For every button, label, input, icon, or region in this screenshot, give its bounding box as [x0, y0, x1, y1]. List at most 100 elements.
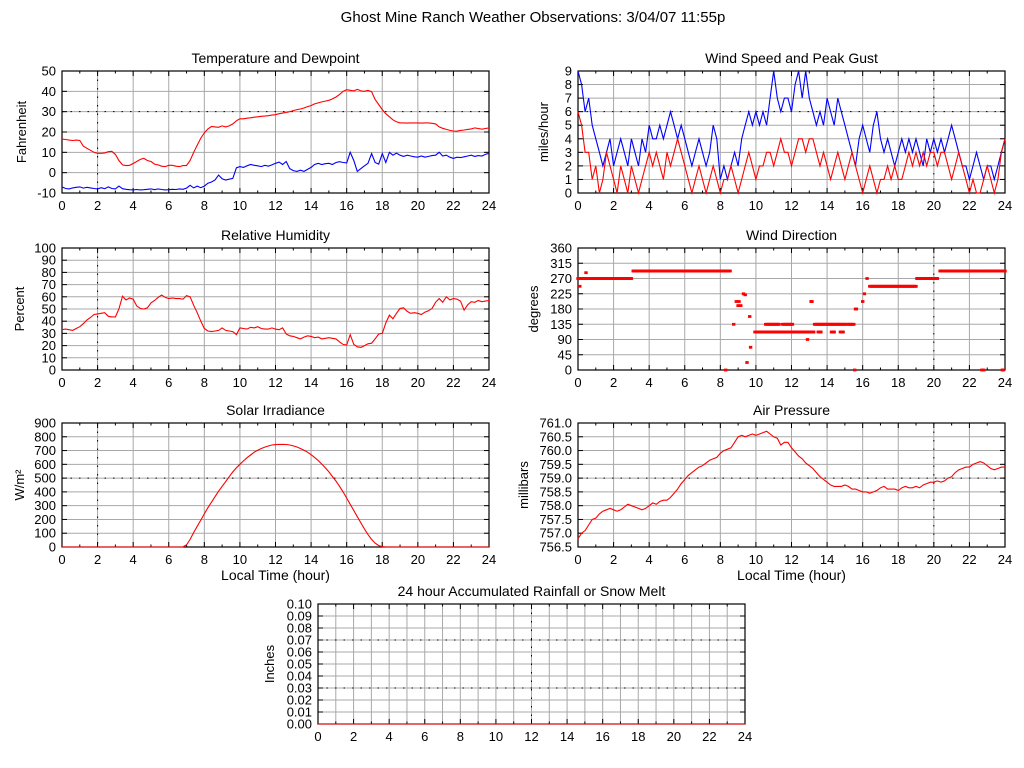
scatter-point — [865, 277, 869, 280]
x-tick-label: 4 — [646, 375, 653, 390]
x-tick-label: 24 — [998, 198, 1012, 213]
x-tick-label: 2 — [94, 198, 101, 213]
x-axis-label: Local Time (hour) — [221, 567, 330, 583]
x-tick-label: 4 — [130, 552, 137, 567]
x-tick-label: 12 — [268, 552, 282, 567]
x-tick-label: 18 — [375, 375, 389, 390]
y-tick-label: 0.06 — [287, 645, 312, 660]
x-tick-label: 12 — [524, 729, 538, 744]
scatter-point — [861, 300, 865, 303]
y-tick-label: 900 — [34, 416, 56, 431]
y-axis-label: degrees — [526, 285, 541, 332]
x-tick-label: 24 — [738, 729, 752, 744]
y-tick-label: 3 — [565, 145, 572, 160]
y-tick-label: 300 — [34, 498, 56, 513]
y-tick-label: 7 — [565, 91, 572, 106]
y-tick-label: 1 — [565, 172, 572, 187]
y-tick-label: 759.0 — [539, 471, 572, 486]
scatter-point — [1001, 368, 1005, 372]
x-tick-label: 4 — [646, 552, 653, 567]
scatter-point — [728, 269, 732, 273]
x-tick-label: 8 — [201, 375, 208, 390]
x-tick-label: 18 — [891, 552, 905, 567]
y-tick-label: 50 — [42, 302, 56, 317]
scatter-point — [736, 304, 740, 307]
x-tick-label: 24 — [998, 552, 1012, 567]
x-tick-label: 14 — [304, 375, 318, 390]
x-tick-label: 8 — [717, 552, 724, 567]
x-tick-label: 22 — [446, 198, 460, 213]
x-tick-label: 20 — [411, 552, 425, 567]
y-tick-label: 10 — [42, 145, 56, 160]
x-tick-label: 18 — [631, 729, 645, 744]
x-tick-label: 6 — [165, 375, 172, 390]
y-tick-label: 90 — [558, 332, 572, 347]
scatter-point — [862, 292, 867, 296]
chart-temperature-dewpoint: 0 2 4 6 8 10 12 14 16 18 20 22 24-1001020304050Tempe… — [14, 50, 496, 213]
scatter-point — [812, 330, 816, 334]
y-axis-label: W/m² — [12, 469, 27, 501]
y-tick-label: 40 — [42, 314, 56, 329]
y-tick-label: 757.0 — [539, 526, 572, 541]
x-tick-label: 14 — [820, 552, 834, 567]
x-tick-label: 12 — [784, 552, 798, 567]
y-tick-label: 90 — [42, 253, 56, 268]
y-tick-label: 30 — [42, 104, 56, 119]
y-tick-label: 50 — [42, 64, 56, 79]
scatter-point — [790, 322, 795, 326]
x-tick-label: 14 — [560, 729, 574, 744]
y-tick-label: 400 — [34, 484, 56, 499]
y-tick-label: 360 — [550, 241, 572, 256]
y-tick-label: 8 — [565, 77, 572, 92]
x-tick-label: 10 — [749, 552, 763, 567]
y-tick-label: 40 — [42, 84, 56, 99]
chart-title: Temperature and Dewpoint — [191, 50, 359, 66]
x-tick-label: 6 — [421, 729, 428, 744]
scatter-point — [975, 269, 980, 273]
y-tick-label: 0.05 — [287, 657, 312, 672]
chart-title: Air Pressure — [753, 402, 830, 418]
x-tick-label: 10 — [749, 375, 763, 390]
x-tick-label: 20 — [927, 552, 941, 567]
x-tick-label: 24 — [482, 198, 496, 213]
series-peak-gust — [577, 70, 1006, 182]
x-tick-label: 6 — [165, 198, 172, 213]
y-tick-label: 6 — [565, 104, 572, 119]
scatter-point — [724, 368, 728, 372]
x-tick-label: 0 — [58, 198, 65, 213]
scatter-point — [584, 271, 588, 275]
chart-solar-irradiance: 0 2 4 6 8 10 12 14 16 18 20 22 240100200300400500600… — [12, 402, 496, 583]
y-tick-label: 0.01 — [287, 705, 312, 720]
y-tick-label: 761.0 — [539, 416, 572, 431]
x-tick-label: 2 — [610, 198, 617, 213]
x-tick-label: 2 — [610, 375, 617, 390]
scatter-point — [980, 368, 984, 372]
y-tick-label: 20 — [42, 125, 56, 140]
y-tick-label: 135 — [550, 317, 572, 332]
x-tick-label: 4 — [646, 198, 653, 213]
y-axis-label: Fahrenheit — [14, 101, 29, 164]
chart-title: Wind Direction — [746, 227, 837, 243]
x-tick-label: 20 — [927, 198, 941, 213]
x-tick-label: 8 — [201, 198, 208, 213]
x-tick-label: 16 — [855, 198, 869, 213]
x-tick-label: 18 — [375, 552, 389, 567]
scatter-point — [935, 277, 940, 280]
chart-title: Wind Speed and Peak Gust — [705, 50, 878, 66]
chart-air-pressure: 0 2 4 6 8 10 12 14 16 18 20 22 24756.5757.0757.5758.… — [516, 402, 1012, 583]
y-tick-label: 600 — [34, 457, 56, 472]
y-axis-label: millibars — [516, 461, 531, 509]
x-tick-label: 12 — [268, 198, 282, 213]
x-tick-label: 16 — [855, 552, 869, 567]
y-axis-label: Inches — [262, 644, 277, 683]
x-tick-label: 22 — [446, 375, 460, 390]
x-tick-label: 22 — [962, 375, 976, 390]
series-humidity — [61, 294, 490, 348]
y-tick-label: 756.5 — [539, 540, 572, 555]
x-tick-label: 22 — [962, 552, 976, 567]
series-temperature — [61, 88, 490, 168]
x-tick-label: 10 — [749, 198, 763, 213]
y-tick-label: 45 — [558, 347, 572, 362]
x-tick-label: 20 — [927, 375, 941, 390]
